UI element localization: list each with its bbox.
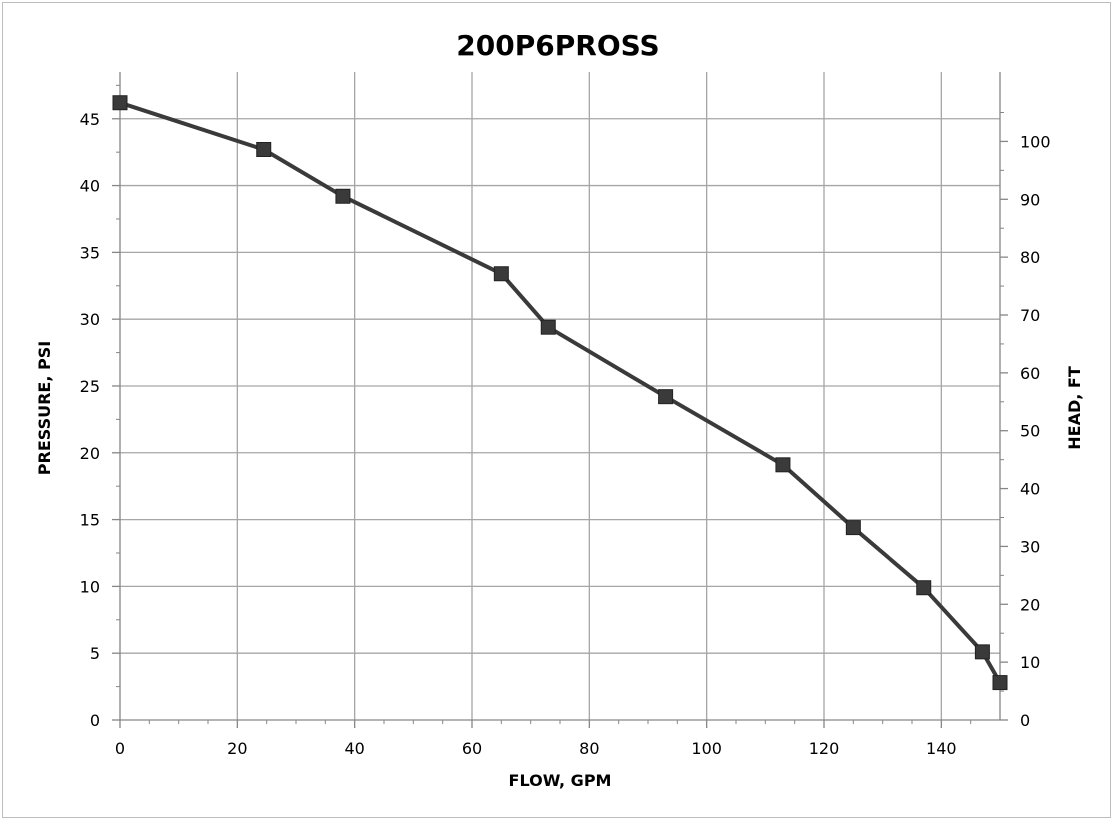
x-tick-label: 20: [227, 739, 247, 758]
data-point-marker: [256, 141, 272, 157]
x-tick-label: 60: [462, 739, 482, 758]
y2-tick-label: 70: [1020, 306, 1040, 325]
y2-tick-label: 80: [1020, 248, 1040, 267]
y-tick-label: 5: [90, 644, 100, 663]
y-axis-label: PRESSURE, PSI: [35, 341, 54, 475]
data-point-marker: [493, 266, 509, 282]
data-point-marker: [916, 580, 932, 596]
y-tick-label: 30: [80, 310, 100, 329]
y2-tick-label: 20: [1020, 595, 1040, 614]
y-tick-label: 25: [80, 377, 100, 396]
data-point-marker: [775, 457, 791, 473]
y-tick-label: 35: [80, 243, 100, 262]
x-tick-label: 140: [926, 739, 957, 758]
y2-tick-label: 10: [1020, 653, 1040, 672]
y2-tick-label: 50: [1020, 422, 1040, 441]
y2-tick-label: 30: [1020, 537, 1040, 556]
y-tick-label: 15: [80, 511, 100, 530]
data-point-marker: [540, 319, 556, 335]
data-point-marker: [658, 389, 674, 405]
data-point-marker: [974, 644, 990, 660]
x-tick-label: 0: [115, 739, 125, 758]
x-tick-label: 120: [809, 739, 840, 758]
y-tick-label: 40: [80, 177, 100, 196]
x-tick-label: 40: [344, 739, 364, 758]
x-tick-label: 100: [691, 739, 722, 758]
y-tick-label: 0: [90, 711, 100, 730]
y2-tick-label: 0: [1020, 711, 1030, 730]
data-point-marker: [992, 675, 1008, 691]
series-line: [119, 100, 1002, 684]
y-tick-label: 20: [80, 444, 100, 463]
data-point-marker: [845, 520, 861, 536]
y2-tick-label: 40: [1020, 480, 1040, 499]
tick-labels: 0 20 40 60 80 100 120 140 0 5 10 15 20 25 30 35 40 45 0 10 2…: [80, 110, 1051, 758]
data-series: [112, 95, 1008, 691]
x-axis-label: FLOW, GPM: [509, 771, 612, 790]
y-tick-label: 10: [80, 577, 100, 596]
chart-title: 200P6PROSS: [456, 29, 659, 62]
y-tick-label: 45: [80, 110, 100, 129]
axes: [112, 72, 1008, 728]
data-point-marker: [335, 188, 351, 204]
y2-tick-label: 100: [1020, 132, 1051, 151]
grid-lines: [120, 72, 1000, 720]
x-tick-label: 80: [579, 739, 599, 758]
y2-tick-label: 60: [1020, 364, 1040, 383]
y2-axis-label: HEAD, FT: [1065, 366, 1084, 450]
data-point-marker: [112, 95, 128, 111]
y2-tick-label: 90: [1020, 190, 1040, 209]
